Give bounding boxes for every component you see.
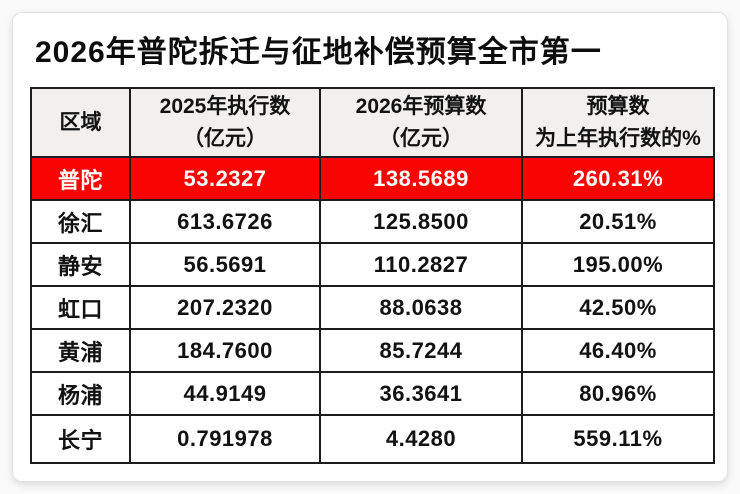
budget-2026-cell: 88.0638 xyxy=(319,285,523,330)
table-row: 徐汇 613.6726 125.8500 20.51% xyxy=(30,199,715,244)
table-row: 杨浦 44.9149 36.3641 80.96% xyxy=(30,371,715,416)
pct-of-prev-cell: 260.31% xyxy=(521,156,715,201)
exec-2025-cell: 44.9149 xyxy=(129,371,321,416)
table-row: 长宁 0.791978 4.4280 559.11% xyxy=(30,414,715,464)
column-header: 预算数为上年执行数的% xyxy=(521,87,715,158)
exec-2025-cell: 0.791978 xyxy=(129,414,321,464)
pct-of-prev-cell: 46.40% xyxy=(521,328,715,373)
budget-table-card: 2026年普陀拆迁与征地补偿预算全市第一 区域 2025年执行数 （亿元） 2026年… xyxy=(12,12,728,482)
budget-2026-cell: 110.2827 xyxy=(319,242,523,287)
table-header: 区域 2025年执行数 （亿元） 2026年预算数 （亿元） 预算数为上年执行数的% xyxy=(30,87,715,158)
region-cell: 长宁 xyxy=(30,414,131,464)
exec-2025-cell: 207.2320 xyxy=(129,285,321,330)
budget-table: 区域 2025年执行数 （亿元） 2026年预算数 （亿元） 预算数为上年执行数的% 普陀… xyxy=(30,87,715,464)
pct-of-prev-cell: 195.00% xyxy=(521,242,715,287)
column-header-line: 预算数 xyxy=(586,95,650,118)
pct-of-prev-cell: 559.11% xyxy=(521,414,715,464)
column-header: 2025年执行数 （亿元） xyxy=(129,87,321,158)
region-cell: 徐汇 xyxy=(30,199,131,244)
table-wrapper: 区域 2025年执行数 （亿元） 2026年预算数 （亿元） 预算数为上年执行数的% 普陀… xyxy=(30,87,715,464)
column-header-line: 2025年执行数 xyxy=(159,95,291,118)
table-row: 黄浦 184.7600 85.7244 46.40% xyxy=(30,328,715,373)
pct-of-prev-cell: 20.51% xyxy=(521,199,715,244)
column-header-line: 区域 xyxy=(59,110,102,134)
exec-2025-cell: 613.6726 xyxy=(129,199,321,244)
region-cell: 普陀 xyxy=(30,156,131,201)
table-body: 普陀 53.2327 138.5689 260.31% 徐汇 613.6726 … xyxy=(30,156,715,464)
exec-2025-cell: 53.2327 xyxy=(129,156,321,201)
table-header-row: 区域 2025年执行数 （亿元） 2026年预算数 （亿元） 预算数为上年执行数的% xyxy=(30,87,715,158)
column-header-line: （亿元） xyxy=(379,126,463,150)
budget-2026-cell: 36.3641 xyxy=(319,371,523,416)
page-title: 2026年普陀拆迁与征地补偿预算全市第一 xyxy=(35,36,602,69)
table-row: 虹口 207.2320 88.0638 42.50% xyxy=(30,285,715,330)
column-header: 区域 xyxy=(30,87,131,158)
column-header: 2026年预算数 （亿元） xyxy=(319,87,523,158)
region-cell: 静安 xyxy=(30,242,131,287)
region-cell: 虹口 xyxy=(30,285,131,330)
region-cell: 杨浦 xyxy=(30,371,131,416)
column-header-line: 2026年预算数 xyxy=(355,95,487,118)
region-cell: 黄浦 xyxy=(30,328,131,373)
column-header-line: （亿元） xyxy=(183,126,267,150)
pct-of-prev-cell: 42.50% xyxy=(521,285,715,330)
column-header-line: 为上年执行数的% xyxy=(535,126,701,150)
exec-2025-cell: 56.5691 xyxy=(129,242,321,287)
budget-2026-cell: 125.8500 xyxy=(319,199,523,244)
budget-2026-cell: 85.7244 xyxy=(319,328,523,373)
pct-of-prev-cell: 80.96% xyxy=(521,371,715,416)
budget-2026-cell: 138.5689 xyxy=(319,156,523,201)
budget-2026-cell: 4.4280 xyxy=(319,414,523,464)
exec-2025-cell: 184.7600 xyxy=(129,328,321,373)
table-row: 普陀 53.2327 138.5689 260.31% xyxy=(30,156,715,201)
table-row: 静安 56.5691 110.2827 195.00% xyxy=(30,242,715,287)
